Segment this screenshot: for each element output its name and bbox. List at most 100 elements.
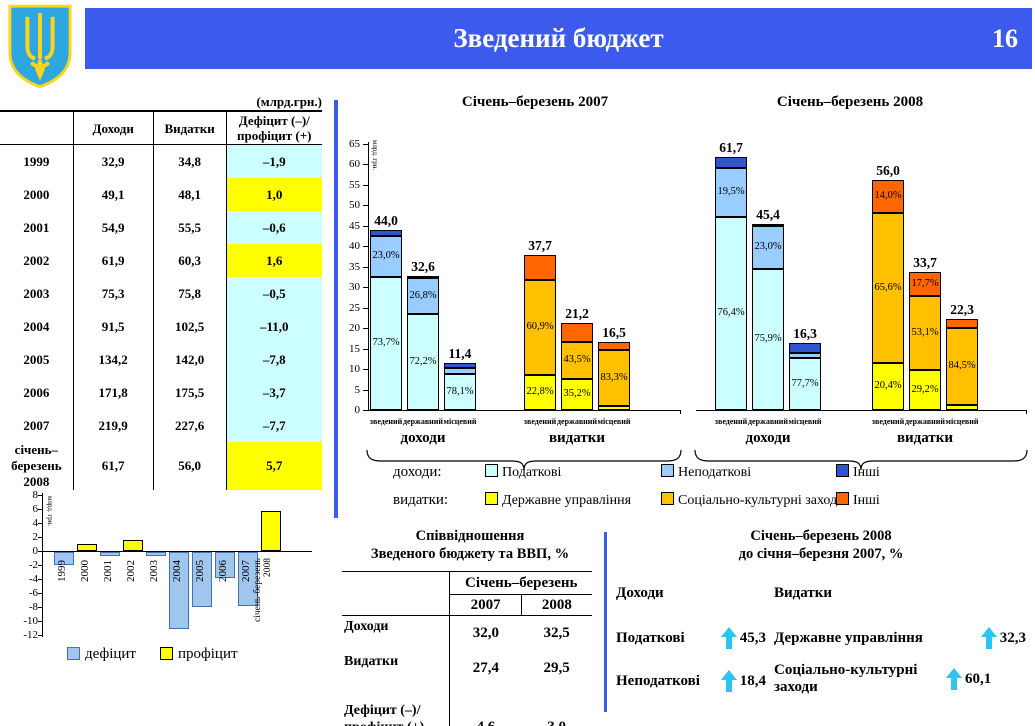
y-tick-label: 5 bbox=[354, 383, 361, 396]
gdp-row-balance: Дефіцит (–)/ профіцит (+) 4,6 3,0 bbox=[342, 686, 592, 726]
expenditure-cell: 34,8 bbox=[152, 144, 226, 178]
balance-cell: 5,7 bbox=[225, 442, 322, 490]
segment-percent-label: 76,4% bbox=[717, 307, 745, 318]
bar-segment-tax: 72,2% bbox=[407, 314, 439, 410]
mini-bar-deficit bbox=[100, 552, 120, 556]
gdp-row-revenue: Доходи 32,0 32,5 bbox=[342, 615, 592, 651]
balance-cell: –3,7 bbox=[225, 376, 322, 409]
year-cell: 2005 bbox=[23, 351, 50, 367]
table-row: 2001 54,9 55,5 –0,6 bbox=[0, 211, 322, 244]
y-axis-tick bbox=[363, 164, 368, 165]
mini-y-tick-label: -10 bbox=[23, 615, 38, 627]
group-label-expenditures: видатки bbox=[548, 430, 606, 446]
mini-y-tick bbox=[38, 537, 42, 538]
mini-legend-swatch-deficit bbox=[67, 647, 80, 660]
vertical-divider-bottom bbox=[604, 532, 607, 712]
bar-segment-other_rev bbox=[789, 343, 821, 353]
gdp-year-2008: 2008 bbox=[541, 596, 572, 613]
bar-segment-social: 84,5% bbox=[946, 328, 978, 405]
revenue-cell: 61,9 bbox=[72, 244, 154, 277]
gdp-panel-title: Співвідношення Зведеного бюджету та ВВП,… bbox=[342, 527, 598, 563]
mini-year-label-line: 2008 bbox=[263, 558, 273, 577]
bar-segment-other_rev bbox=[370, 230, 402, 236]
mini-bar-deficit bbox=[215, 552, 235, 578]
expenditure-cell: 75,8 bbox=[152, 277, 226, 310]
growth-row-tax: Податкові 45,3 bbox=[616, 627, 766, 650]
y-axis-title: млрд. грн. bbox=[371, 140, 379, 171]
bar-segment-social: 65,6% bbox=[872, 213, 904, 363]
balance-cell: –0,6 bbox=[225, 211, 322, 244]
growth-row-label: Державне управління bbox=[774, 630, 923, 646]
bar-segment-other_rev bbox=[444, 363, 476, 368]
x-axis-end-tick bbox=[680, 410, 681, 414]
x-baseline bbox=[368, 410, 680, 411]
y-tick-label: 45 bbox=[349, 219, 360, 232]
table-row: 2005 134,2 142,0 –7,8 bbox=[0, 343, 322, 376]
revenue-cell: 54,9 bbox=[72, 211, 154, 244]
y-axis-tick bbox=[363, 369, 368, 370]
gdp-row-label: Видатки bbox=[344, 654, 399, 669]
x-baseline bbox=[696, 410, 1026, 411]
gdp-value: 3,0 bbox=[521, 686, 592, 726]
mini-year-label: 2005 bbox=[194, 560, 206, 582]
y-tick-label: 20 bbox=[349, 322, 360, 334]
bar-segment-other_exp bbox=[561, 323, 593, 342]
legend-item-nontax: Неподаткові bbox=[661, 464, 751, 481]
segment-percent-label: 26,8% bbox=[409, 289, 437, 301]
mini-y-tick-label: 6 bbox=[32, 503, 39, 515]
gdp-value: 27,4 bbox=[449, 651, 522, 686]
mini-bar-deficit bbox=[238, 552, 258, 606]
y-axis-tick bbox=[363, 246, 368, 247]
mini-y-tick bbox=[38, 523, 42, 524]
summary-table-body: 1999 32,9 34,8 –1,9 2000 49,1 48,1 1,0 2001 54,9 5… bbox=[0, 144, 322, 490]
gdp-col-group-header: Січень–березень bbox=[449, 571, 592, 595]
stacked-bar: 43,5% 35,2% bbox=[561, 323, 593, 410]
stacked-bar: 17,7% 53,1% 29,2% bbox=[909, 272, 941, 410]
y-tick-label: 65 bbox=[349, 137, 360, 150]
y-tick-label: 40 bbox=[349, 240, 360, 252]
bar-segment-admin: 22,8% bbox=[524, 375, 556, 410]
ukraine-coat-of-arms-icon bbox=[8, 4, 72, 89]
mini-bar-deficit bbox=[192, 552, 212, 607]
growth-panel: Січень–березень 2008 до січня–березня 20… bbox=[614, 527, 1028, 695]
table-row: 2006 171,8 175,5 –3,7 bbox=[0, 376, 322, 409]
vertical-divider-main bbox=[334, 100, 338, 518]
y-tick-label: 35 bbox=[349, 260, 360, 273]
bar-total-label: 45,4 bbox=[756, 207, 780, 222]
bar-total-label: 11,4 bbox=[448, 346, 472, 361]
y-tick-label: 10 bbox=[349, 363, 360, 375]
growth-title-line2: до січня–березня 2007, % bbox=[738, 546, 904, 562]
segment-percent-label: 43,5% bbox=[563, 354, 591, 365]
expenditure-cell: 102,5 bbox=[152, 310, 226, 343]
segment-percent-label: 22,8% bbox=[526, 386, 554, 397]
stacked-bar: 23,0% 75,9% bbox=[752, 224, 784, 410]
segment-percent-label: 23,0% bbox=[754, 241, 782, 252]
growth-row-value: 18,4 bbox=[739, 673, 766, 689]
revenue-cell: 219,9 bbox=[72, 409, 154, 442]
balance-cell: –0,5 bbox=[225, 277, 322, 310]
gdp-ratio-panel: Співвідношення Зведеного бюджету та ВВП,… bbox=[342, 527, 598, 726]
gdp-row-expenditure: Видатки 27,4 29,5 bbox=[342, 651, 592, 686]
segment-percent-label: 73,7% bbox=[372, 337, 400, 348]
bar-segment-nontax: 23,0% bbox=[752, 226, 784, 269]
growth-row-social: Соціально-культурні заходи 60,1 bbox=[774, 662, 1026, 696]
y-tick-label: 15 bbox=[349, 342, 360, 355]
year-cell: 2004 bbox=[23, 318, 50, 334]
legend-item-social: Соціально-культурні заходи bbox=[661, 492, 845, 509]
year-cell: 2002 bbox=[23, 252, 50, 268]
segment-percent-label: 35,2% bbox=[563, 388, 591, 399]
mini-y-tick bbox=[38, 495, 42, 496]
growth-row-value: 45,3 bbox=[739, 630, 766, 646]
y-axis-tick bbox=[363, 184, 368, 186]
year-cell: 2006 bbox=[23, 384, 50, 400]
up-arrow-icon bbox=[720, 627, 737, 650]
growth-right-column: Видатки bbox=[774, 585, 1024, 602]
revenue-cell: 61,7 bbox=[72, 442, 154, 490]
gdp-year-2007: 2007 bbox=[449, 594, 522, 616]
bar-segment-nontax: 23,0% bbox=[370, 236, 402, 277]
bar-category-label: державний bbox=[748, 417, 788, 426]
bar-category-label: державний bbox=[557, 417, 597, 426]
table-row: січень– березень 2008 61,7 56,0 5,7 bbox=[0, 442, 322, 490]
up-arrow-icon bbox=[980, 627, 997, 650]
mini-y-tick-label: 0 bbox=[32, 545, 39, 557]
